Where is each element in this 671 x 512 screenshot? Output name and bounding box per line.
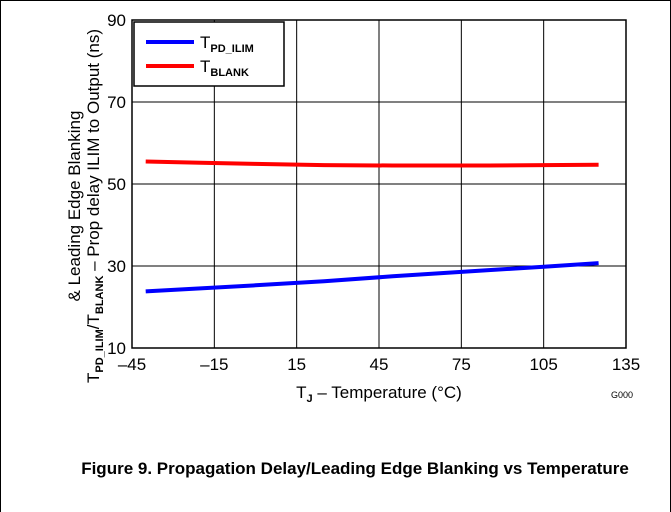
y-tick-label: 90 (107, 11, 126, 30)
series-line-t-blank (145, 159, 599, 168)
figure-caption: Figure 9. Propagation Delay/Leading Edge… (81, 459, 629, 478)
x-tick-label: 15 (287, 355, 306, 374)
legend-label: TBLANK (200, 57, 249, 79)
x-tick-label: –45 (118, 355, 146, 374)
x-axis-title: TJ – Temperature (°C) (296, 383, 462, 405)
x-tick-label: –15 (200, 355, 228, 374)
figure-id-label: G000 (611, 390, 633, 400)
y-tick-label: 70 (107, 93, 126, 112)
series-line-t-pd-ilim (145, 261, 599, 294)
x-tick-label: 45 (370, 355, 389, 374)
legend-box (133, 21, 285, 87)
y-tick-label: 10 (107, 339, 126, 358)
plot-frame (131, 19, 627, 349)
y-tick-label: 50 (107, 175, 126, 194)
x-tick-label: 105 (529, 355, 557, 374)
y-tick-label: 30 (107, 257, 126, 276)
legend-label: TPD_ILIM (200, 33, 254, 55)
x-tick-label: 135 (612, 355, 640, 374)
y-axis-title-line2: TPD_ILIM/TBLANK – Prop delay ILIM to Out… (84, 29, 106, 383)
y-axis-title-line1: & Leading Edge Blanking (65, 111, 84, 302)
x-tick-label: 75 (452, 355, 471, 374)
